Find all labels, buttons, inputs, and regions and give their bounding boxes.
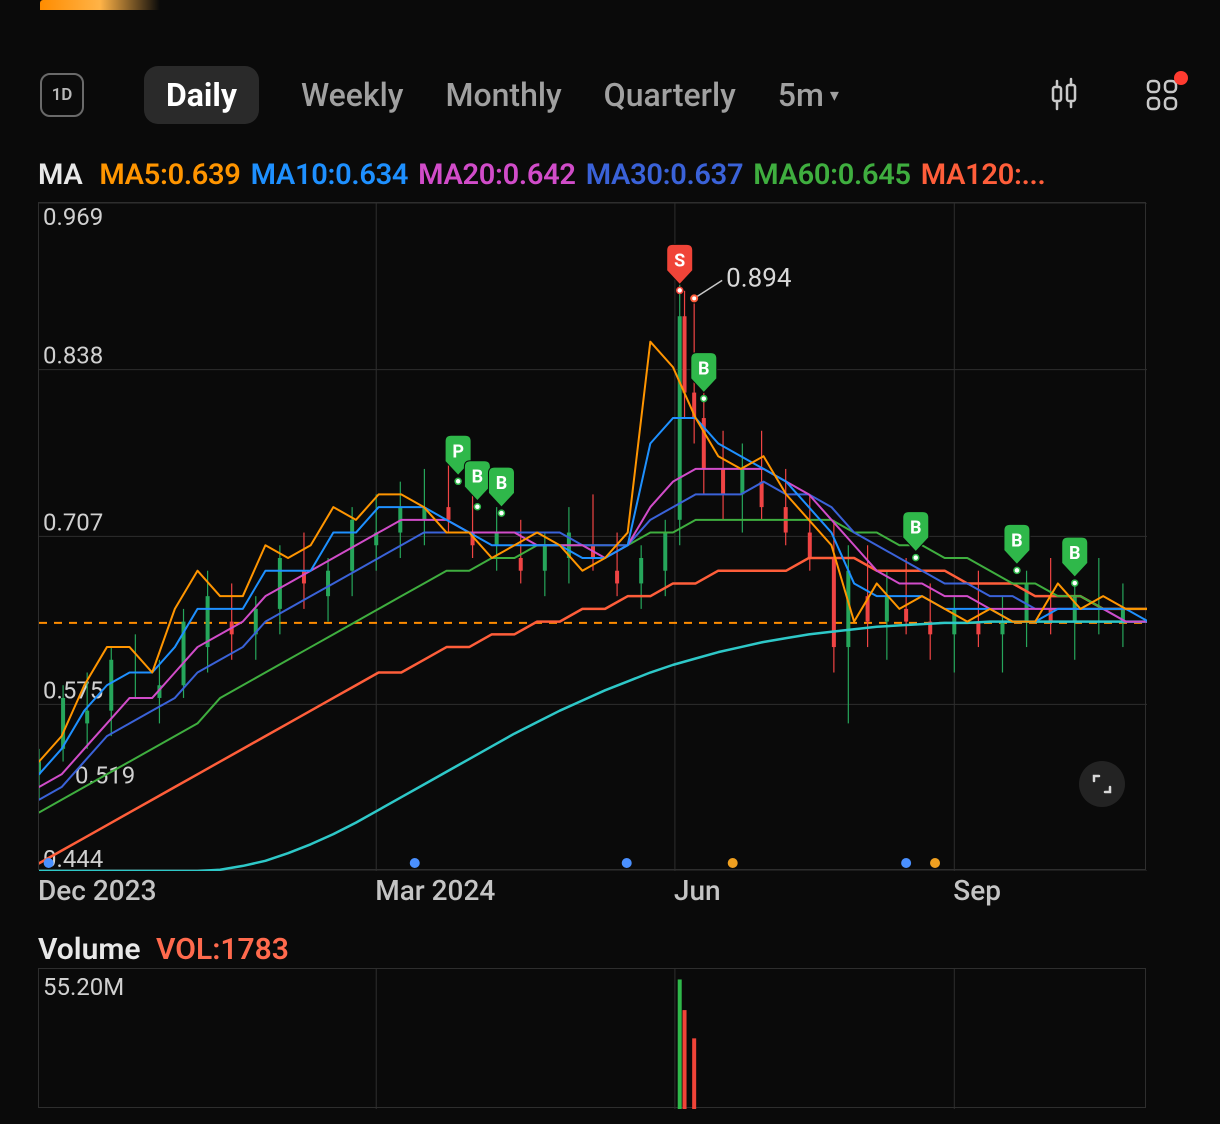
x-axis-label: Jun (674, 874, 721, 907)
ma-legend: MA MA5:0.639 MA10:0.634 MA20:0.642 MA30:0.6… (38, 158, 1065, 192)
timeframe-5m-label: 5m (778, 76, 824, 114)
timeframe-5m-dropdown[interactable]: 5m ▾ (778, 76, 839, 114)
volume-legend: Volume VOL:1783 (38, 932, 289, 967)
price-chart[interactable]: 0.9690.8380.7070.5750.4440.5190.894SBPBB… (38, 202, 1146, 870)
expand-icon[interactable] (1079, 761, 1125, 807)
ma-legend-item: MA5:0.639 (99, 158, 240, 192)
timeframe-quarterly[interactable]: Quarterly (604, 76, 736, 114)
ma-legend-item: MA20:0.642 (418, 158, 576, 192)
volume-chart-svg (39, 969, 1147, 1109)
volume-chart[interactable]: 55.20M (38, 968, 1146, 1108)
x-axis-label: Sep (953, 874, 1001, 907)
svg-text:B: B (472, 467, 484, 488)
svg-text:B: B (698, 359, 710, 380)
candlestick-icon[interactable] (1046, 77, 1082, 113)
ma-legend-item: MA10:0.634 (251, 158, 409, 192)
svg-text:0.444: 0.444 (43, 845, 103, 871)
ma-legend-item: MA30:0.637 (586, 158, 744, 192)
svg-text:B: B (496, 473, 508, 494)
svg-text:B: B (910, 518, 922, 539)
ma-legend-item: MA60:0.645 (753, 158, 911, 192)
svg-text:B: B (1011, 530, 1023, 551)
x-axis-label: Dec 2023 (38, 874, 157, 907)
volume-value: VOL:1783 (156, 932, 289, 967)
volume-y-max: 55.20M (43, 973, 124, 1001)
svg-text:S: S (674, 250, 685, 271)
svg-text:B: B (1069, 543, 1081, 564)
grid-apps-icon[interactable] (1144, 77, 1180, 113)
svg-text:0.707: 0.707 (43, 508, 103, 536)
timeframe-toolbar: 1D Daily Weekly Monthly Quarterly 5m ▾ (40, 60, 1180, 130)
x-axis-label: Mar 2024 (375, 874, 495, 907)
svg-text:0.838: 0.838 (43, 342, 103, 370)
timeframe-badge-1d[interactable]: 1D (40, 73, 84, 117)
timeframe-weekly[interactable]: Weekly (301, 76, 403, 114)
volume-title: Volume (38, 932, 141, 967)
ma-legend-item: MA120:... (921, 158, 1046, 192)
chevron-down-icon: ▾ (830, 85, 839, 106)
timeframe-daily[interactable]: Daily (144, 66, 259, 124)
timeframe-monthly[interactable]: Monthly (445, 76, 561, 114)
price-chart-svg: 0.9690.8380.7070.5750.4440.5190.894SBPBB… (39, 203, 1147, 871)
svg-text:P: P (452, 441, 464, 462)
svg-text:0.894: 0.894 (726, 263, 792, 293)
notification-dot (1174, 71, 1188, 85)
svg-text:0.969: 0.969 (43, 203, 103, 231)
header-gradient (40, 0, 160, 10)
ma-legend-title: MA (38, 158, 82, 192)
